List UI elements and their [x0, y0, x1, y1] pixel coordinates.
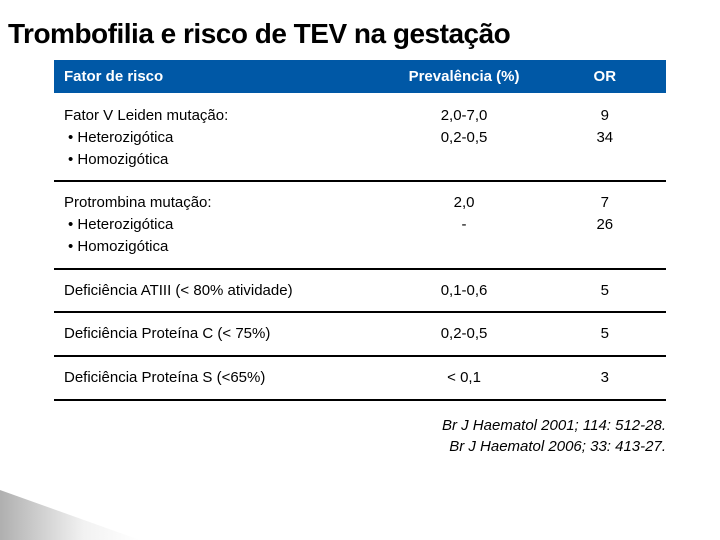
col-header-or: OR: [544, 60, 666, 94]
slide-title: Trombofilia e risco de TEV na gestação: [0, 0, 720, 60]
risk-table: Fator de risco Prevalência (%) OR Fator …: [54, 60, 666, 401]
row-label-title: Deficiência ATIII (< 80% atividade): [54, 269, 384, 313]
row-label-title: Protrombina mutação:: [64, 192, 374, 214]
table-row: Fator V Leiden mutação: • Heterozigótica…: [54, 94, 666, 181]
cell-value: 0,1-0,6: [384, 269, 543, 313]
table-container: Fator de risco Prevalência (%) OR Fator …: [0, 60, 720, 401]
cell-value: 0,2-0,5: [384, 312, 543, 356]
row-label-title: Deficiência Proteína C (< 75%): [54, 312, 384, 356]
row-label-bullet: • Homozigótica: [64, 149, 374, 171]
cell-value: 34: [554, 127, 656, 149]
cell-value: 26: [554, 214, 656, 236]
col-header-factor: Fator de risco: [54, 60, 384, 94]
row-label-title: Fator V Leiden mutação:: [64, 105, 374, 127]
cell-value: 5: [544, 312, 666, 356]
col-header-prevalence: Prevalência (%): [384, 60, 543, 94]
table-row: Deficiência Proteína C (< 75%) 0,2-0,5 5: [54, 312, 666, 356]
cell-value: 7: [554, 192, 656, 214]
citation-block: Br J Haematol 2001; 114: 512-28. Br J Ha…: [0, 401, 720, 457]
cell-value: 0,2-0,5: [394, 127, 533, 149]
row-label-bullet: • Heterozigótica: [64, 214, 374, 236]
cell-value: < 0,1: [384, 356, 543, 400]
row-label-bullet: • Homozigótica: [64, 236, 374, 258]
table-row: Deficiência Proteína S (<65%) < 0,1 3: [54, 356, 666, 400]
row-label-bullet: • Heterozigótica: [64, 127, 374, 149]
cell-value: 9: [554, 105, 656, 127]
cell-value: 2,0: [394, 192, 533, 214]
cell-value: -: [394, 214, 533, 236]
decorative-corner: [0, 490, 140, 540]
table-row: Protrombina mutação: • Heterozigótica • …: [54, 181, 666, 268]
cell-value: 2,0-7,0: [394, 105, 533, 127]
table-row: Deficiência ATIII (< 80% atividade) 0,1-…: [54, 269, 666, 313]
citation-line: Br J Haematol 2001; 114: 512-28.: [0, 415, 666, 436]
cell-value: 3: [544, 356, 666, 400]
citation-line: Br J Haematol 2006; 33: 413-27.: [0, 436, 666, 457]
row-label-title: Deficiência Proteína S (<65%): [54, 356, 384, 400]
cell-value: 5: [544, 269, 666, 313]
